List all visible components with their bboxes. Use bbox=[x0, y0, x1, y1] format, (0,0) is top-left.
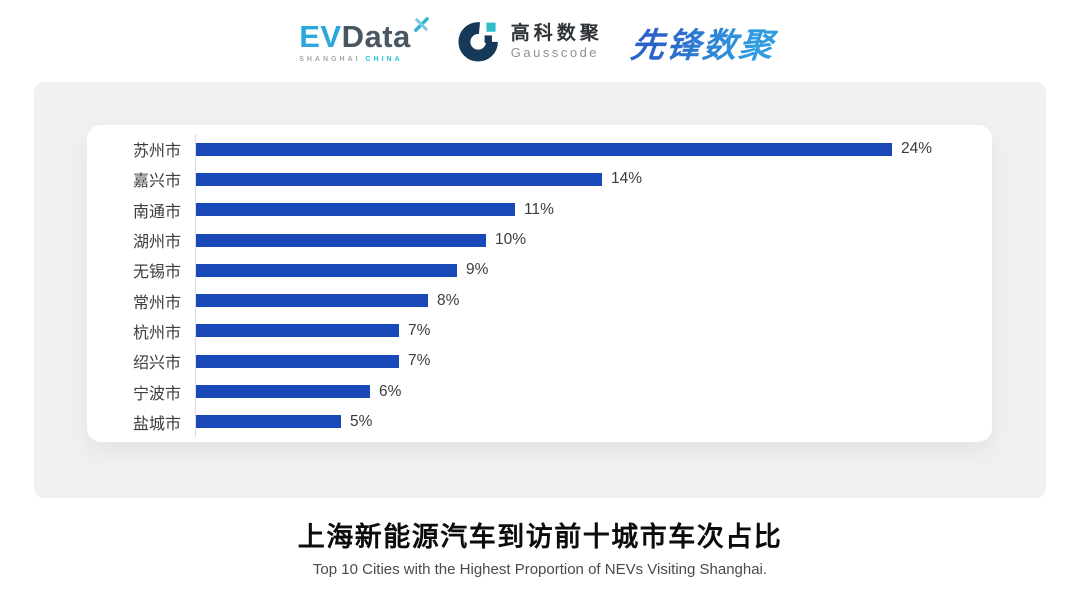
gausscode-name-en: Gausscode bbox=[510, 44, 600, 60]
value-label: 14% bbox=[611, 170, 643, 188]
category-label: 无锡市 bbox=[132, 264, 181, 282]
chart-row: 嘉兴市 14% bbox=[87, 164, 982, 194]
category-label: 湖州市 bbox=[132, 234, 181, 252]
bar-rows: 苏州市 24% 嘉兴市 14% 南通市 11% 湖州市 10% 无锡市 9% 常州市 8% 杭州市 7% 绍… bbox=[87, 134, 982, 437]
header: EV Data SHANGHAI CHINA 高科数聚 Gausscode bbox=[0, 0, 1080, 67]
chart-row: 湖州市 10% bbox=[87, 225, 982, 255]
value-label: 10% bbox=[495, 231, 527, 249]
chart-row: 绍兴市 7% bbox=[87, 346, 982, 376]
y-axis-line bbox=[195, 134, 196, 437]
evdata-x-icon bbox=[413, 7, 430, 38]
category-label: 绍兴市 bbox=[132, 355, 181, 373]
value-label: 7% bbox=[408, 352, 431, 370]
footer: 上海新能源汽车到访前十城市车次占比 Top 10 Cities with the… bbox=[0, 515, 1080, 578]
gausscode-logo: 高科数聚 Gausscode bbox=[458, 18, 603, 67]
evdata-tagline-shanghai: SHANGHAI bbox=[299, 56, 361, 63]
value-label: 24% bbox=[901, 140, 933, 158]
value-label: 9% bbox=[466, 261, 489, 279]
chart-panel: 苏州市 24% 嘉兴市 14% 南通市 11% 湖州市 10% 无锡市 9% 常州市 8% 杭州市 7% 绍… bbox=[34, 82, 1046, 498]
evdata-ev-text: EV bbox=[299, 19, 342, 54]
gausscode-name-cn: 高科数聚 bbox=[510, 22, 603, 44]
chart-card: 苏州市 24% 嘉兴市 14% 南通市 11% 湖州市 10% 无锡市 9% 常州市 8% 杭州市 7% 绍… bbox=[87, 125, 992, 442]
chart-subtitle: Top 10 Cities with the Highest Proportio… bbox=[312, 561, 768, 578]
gausscode-g-icon bbox=[458, 18, 502, 67]
chart-row: 南通市 11% bbox=[87, 195, 982, 225]
bar bbox=[196, 233, 486, 247]
chart-row: 杭州市 7% bbox=[87, 316, 982, 346]
evdata-logo: EV Data SHANGHAI CHINA bbox=[299, 17, 430, 63]
chart-row: 苏州市 24% bbox=[87, 134, 982, 164]
value-label: 5% bbox=[350, 412, 373, 430]
value-label: 7% bbox=[408, 321, 431, 339]
bar bbox=[196, 203, 515, 217]
value-label: 8% bbox=[437, 291, 460, 309]
bar bbox=[196, 142, 892, 156]
value-label: 11% bbox=[524, 200, 554, 218]
chart-row: 宁波市 6% bbox=[87, 376, 982, 406]
category-label: 盐城市 bbox=[132, 415, 181, 433]
evdata-tagline: SHANGHAI CHINA bbox=[299, 56, 430, 63]
chart-row: 盐城市 5% bbox=[87, 407, 982, 437]
category-label: 常州市 bbox=[132, 294, 181, 312]
evdata-tagline-china: CHINA bbox=[365, 56, 403, 63]
bar bbox=[196, 324, 399, 338]
chart-title: 上海新能源汽车到访前十城市车次占比 bbox=[297, 522, 783, 552]
chart-row: 无锡市 9% bbox=[87, 255, 982, 285]
category-label: 嘉兴市 bbox=[132, 173, 181, 191]
pioneer-logo: 先锋数聚 bbox=[628, 18, 783, 67]
bar bbox=[196, 354, 399, 368]
category-label: 苏州市 bbox=[132, 143, 181, 161]
category-label: 杭州市 bbox=[132, 324, 181, 342]
evdata-wordmark: EV Data bbox=[299, 17, 430, 54]
evdata-data-text: Data bbox=[341, 19, 411, 54]
bar bbox=[196, 294, 428, 308]
gausscode-text: 高科数聚 Gausscode bbox=[510, 22, 603, 60]
bar bbox=[196, 263, 457, 277]
category-label: 南通市 bbox=[132, 203, 181, 221]
bar-chart: 苏州市 24% 嘉兴市 14% 南通市 11% 湖州市 10% 无锡市 9% 常州市 8% 杭州市 7% 绍… bbox=[87, 134, 982, 437]
bar bbox=[196, 172, 602, 186]
category-label: 宁波市 bbox=[132, 385, 181, 403]
value-label: 6% bbox=[379, 382, 402, 400]
chart-row: 常州市 8% bbox=[87, 285, 982, 315]
bar bbox=[196, 415, 341, 429]
bar bbox=[196, 385, 370, 399]
